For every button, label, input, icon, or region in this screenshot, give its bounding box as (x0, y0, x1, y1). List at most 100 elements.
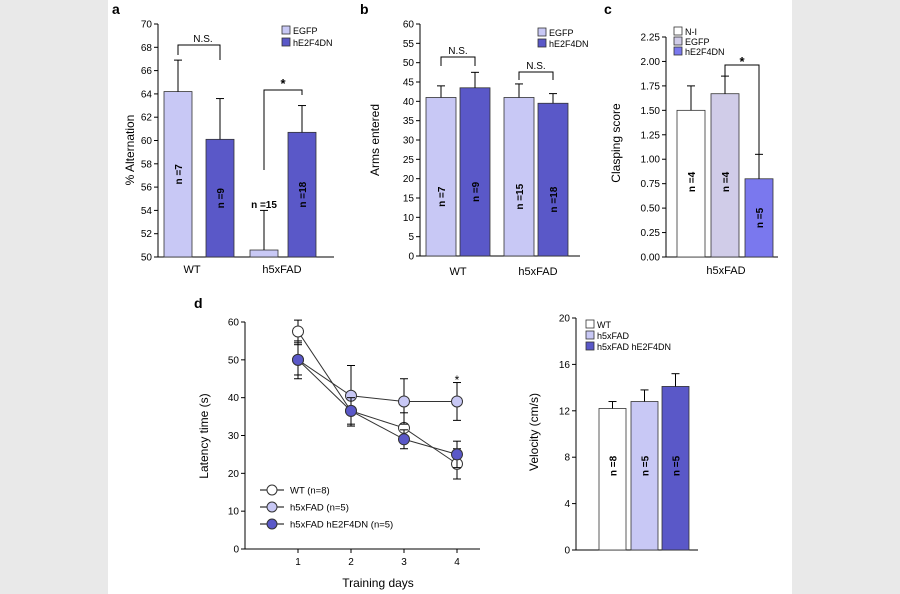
panel-d-annotation: * (455, 373, 460, 387)
panel-b-bar (425, 97, 457, 257)
panel-c-n-label: n =5 (755, 207, 766, 228)
panel-a-bar (249, 249, 279, 258)
panel-b-legend-label: hE2F4DN (549, 39, 589, 49)
panel-b-category-label: h5xFAD (518, 266, 557, 278)
panel-b-legend-swatch (537, 27, 547, 37)
panel-c-y-tick-label: 1.25 (641, 130, 661, 141)
panel-a-y-tick-label: 64 (141, 89, 153, 100)
panel-d-x-tick-label: 3 (401, 557, 407, 568)
panel-c-annotation: * (739, 54, 745, 69)
panel-d-y-label: Latency time (s) (197, 393, 211, 478)
panel-a-y-tick-label: 52 (141, 229, 153, 240)
panel-d2-y-tick-label: 4 (564, 499, 570, 510)
panel-b-y-tick-label: 10 (403, 213, 415, 224)
panel-c-bracket (724, 64, 760, 168)
panel-a-y-tick-label: 60 (141, 136, 153, 147)
panel-d2-n-label: n =8 (609, 455, 620, 476)
panel-b-annotation: N.S. (448, 46, 467, 57)
panel-c-legend-swatch (673, 26, 683, 36)
panel-b-bracket (440, 56, 476, 66)
panel-d2-bar (598, 408, 627, 551)
panel-a-y-tick-label: 50 (141, 253, 153, 264)
panel-d-data-point (398, 395, 410, 408)
panel-b-y-tick-label: 5 (408, 232, 414, 243)
panel-c-n-label: n =4 (721, 171, 732, 192)
panel-d2-y-tick-label: 8 (564, 453, 570, 464)
panel-d2-y-tick-label: 0 (564, 546, 570, 557)
panel-b-y-tick-label: 0 (408, 252, 414, 263)
panel-b-n-label: n =15 (515, 183, 526, 209)
panel-a-y-tick-label: 58 (141, 159, 153, 170)
panel-d2-y-tick-label: 20 (559, 314, 571, 325)
panel-b-category-label: WT (449, 266, 466, 278)
panel-c-legend-label: hE2F4DN (685, 47, 725, 57)
panel-c-bar (676, 109, 706, 258)
panel-c-y-tick-label: 1.75 (641, 81, 661, 92)
panel-d2-y-label: Velocity (cm/s) (527, 393, 541, 471)
panel-d2-bar (661, 386, 690, 551)
panel-d-series-line (297, 331, 458, 465)
panel-c-legend-swatch (673, 36, 683, 46)
panel-d-x-tick-label: 2 (348, 557, 354, 568)
panel-c-y-tick-label: 0.50 (641, 204, 661, 215)
panel-d-legend-label: h5xFAD (n=5) (290, 503, 349, 514)
panel-a-category-label: h5xFAD (262, 264, 301, 276)
panel-a-y-tick-label: 70 (141, 20, 153, 31)
panel-b-bar (459, 87, 491, 257)
panel-d-legend-marker (266, 501, 278, 513)
panel-c-y-label: Clasping score (609, 103, 623, 183)
panel-d-x-tick-label: 1 (295, 557, 301, 568)
panel-a-legend-swatch (281, 37, 291, 47)
panel-d-legend-marker (266, 518, 278, 530)
panel-a-bracket (177, 44, 221, 60)
panel-d-data-point (398, 433, 410, 446)
panel-b-legend-swatch (537, 38, 547, 48)
panel-b-n-label: n =18 (549, 186, 560, 212)
panel-a-y-tick-label: 68 (141, 43, 153, 54)
panel-d2-legend-label: h5xFAD (597, 331, 630, 341)
panel-d-x-tick-label: 4 (454, 557, 460, 568)
panel-d-y-tick-label: 50 (228, 355, 240, 366)
panel-d2-legend-label: WT (597, 320, 611, 330)
panel-c-bar (744, 178, 774, 258)
panel-b-y-tick-label: 20 (403, 174, 415, 185)
panel-b-y-tick-label: 30 (403, 136, 415, 147)
panel-c-bar (710, 93, 740, 258)
panel-c-y-tick-label: 0.00 (641, 253, 661, 264)
panel-c-y-tick-label: 0.75 (641, 179, 661, 190)
panel-b-y-tick-label: 25 (403, 155, 415, 166)
panel-a-annotation: * (280, 76, 286, 91)
panel-d-data-point (292, 325, 304, 338)
panel-c-y-tick-label: 1.50 (641, 106, 661, 117)
panel-d2-n-label: n =5 (641, 455, 652, 476)
panel-b-n-label: n =7 (437, 186, 448, 207)
panel-a-legend-swatch (281, 25, 291, 35)
panel-c-y-tick-label: 2.25 (641, 33, 661, 44)
panel-b-y-label: Arms entered (368, 104, 382, 176)
panel-d-data-point (451, 448, 463, 461)
panel-a-n-label: n =7 (174, 164, 185, 185)
panel-a-n-label: n =9 (216, 188, 227, 209)
panel-a-bar (205, 138, 235, 258)
panel-c-y-tick-label: 2.00 (641, 57, 661, 68)
panel-d-y-tick-label: 30 (228, 431, 240, 442)
panel-d-data-point (292, 353, 304, 366)
panel-label-c: c (604, 1, 612, 17)
panel-c-legend-label: EGFP (685, 37, 710, 47)
panel-d-y-tick-label: 20 (228, 469, 240, 480)
panel-d-y-tick-label: 10 (228, 507, 240, 518)
panel-label-d: d (194, 295, 203, 311)
panel-d-y-tick-label: 0 (233, 545, 239, 556)
panel-d2-y-tick-label: 12 (559, 406, 571, 417)
panel-a-legend-label: hE2F4DN (293, 38, 333, 48)
panel-a-legend-label: EGFP (293, 26, 318, 36)
panel-d-y-tick-label: 60 (228, 318, 240, 329)
panel-b-y-tick-label: 60 (403, 20, 415, 31)
panel-a-category-label: WT (183, 264, 200, 276)
figure: a b c d 50 52 54 56 58 60 62 64 66 68 70 n =7 n =9 n =15 n… (108, 0, 792, 594)
panel-d-series-line (297, 359, 457, 402)
panel-c-y-tick-label: 1.00 (641, 155, 661, 166)
panel-d-x-label: Training days (342, 576, 414, 590)
panel-a-y-tick-label: 54 (141, 206, 153, 217)
